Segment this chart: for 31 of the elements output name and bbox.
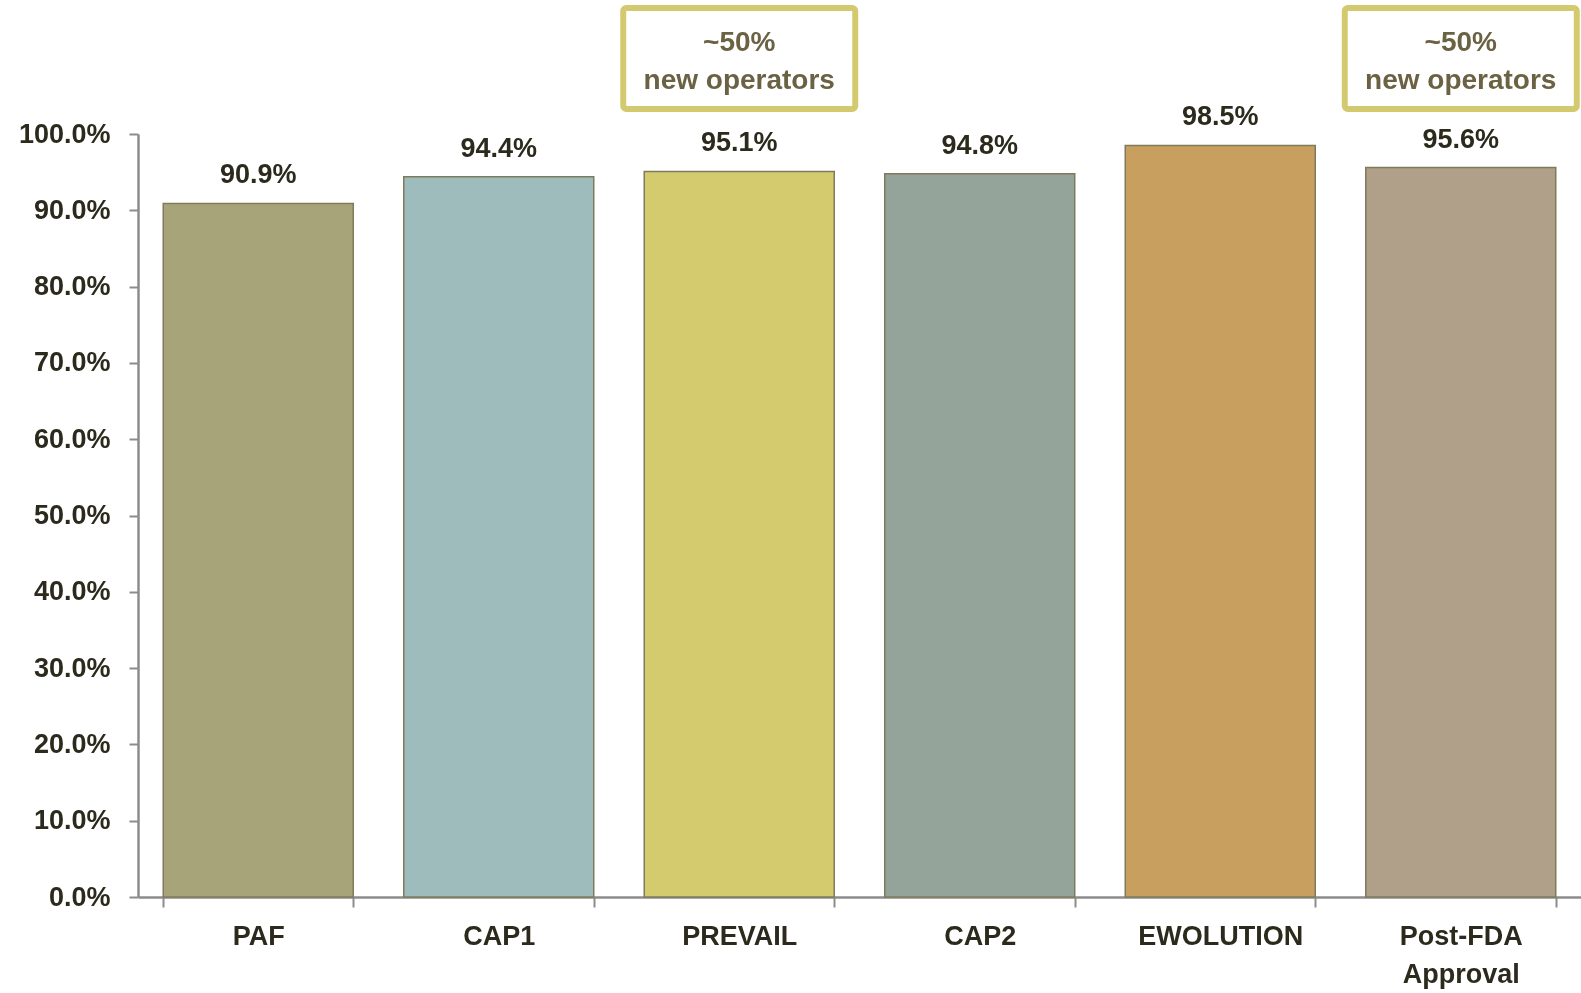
data-label: 94.8%: [941, 129, 1019, 160]
text: ~50% new operators: [643, 26, 835, 95]
y-tick-label: 80.0%: [33, 271, 111, 302]
data-label: 94.4%: [460, 132, 538, 163]
y-tick-label: 70.0%: [33, 347, 111, 378]
y-tick-label: 10.0%: [33, 805, 111, 836]
data-label: 95.6%: [1422, 123, 1500, 154]
bar: [1365, 166, 1557, 898]
x-tick-label: PREVAIL: [682, 920, 798, 951]
bar: [884, 172, 1076, 898]
y-tick-label: 40.0%: [33, 576, 111, 607]
text: ~50% new operators: [1365, 26, 1557, 95]
y-tick-label: 0.0%: [48, 881, 111, 912]
data-label: 90.9%: [219, 159, 297, 190]
x-tick-label: PAF: [232, 920, 285, 951]
x-tick-label: CAP1: [463, 920, 536, 951]
data-label: 98.5%: [1181, 101, 1259, 132]
bar: [643, 170, 835, 898]
data-label: 95.1%: [700, 127, 778, 158]
y-tick-label: 50.0%: [33, 500, 111, 530]
bar: [162, 202, 354, 898]
bar: [1124, 144, 1316, 898]
y-tick-label: 100.0%: [18, 118, 111, 149]
bar: [403, 175, 595, 898]
y-tick-label: 90.0%: [33, 194, 111, 225]
x-tick-label: EWOLUTION: [1138, 920, 1304, 951]
y-tick-label: 60.0%: [33, 423, 111, 454]
y-tick-label: 30.0%: [33, 652, 111, 683]
y-tick-label: 20.0%: [33, 728, 111, 759]
x-tick-label: Post-FDA Approval: [1399, 920, 1523, 989]
x-tick-label: CAP2: [944, 920, 1017, 951]
